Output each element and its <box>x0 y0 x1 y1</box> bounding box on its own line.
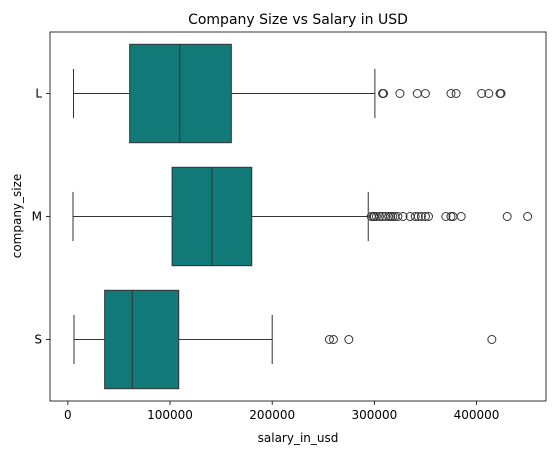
outlier-point <box>496 89 506 98</box>
outlier-point <box>393 212 403 221</box>
boxes-layer <box>72 43 533 390</box>
outlier-point <box>523 212 533 221</box>
x-tick-label: 100000 <box>147 408 193 422</box>
iqr-box <box>129 43 232 144</box>
x-tick-label: 200000 <box>249 408 295 422</box>
box-group-s <box>73 289 497 390</box>
axis-ticks: L M S 0 100000 200000 300000 400000 <box>32 87 500 423</box>
outlier-point <box>487 335 497 344</box>
outlier-point <box>477 89 487 98</box>
outlier-point <box>379 89 389 98</box>
x-tick-label: 400000 <box>454 408 500 422</box>
outlier-point <box>441 212 451 221</box>
outlier-point <box>502 212 512 221</box>
outlier-point <box>484 89 494 98</box>
x-tick-label: 0 <box>64 408 72 422</box>
outlier-point <box>371 212 381 221</box>
outlier-point <box>424 212 434 221</box>
outlier-point <box>395 89 405 98</box>
outlier-point <box>329 335 339 344</box>
box-group-m <box>72 166 533 267</box>
outlier-point <box>413 212 423 221</box>
outlier-point <box>446 212 456 221</box>
outlier-point <box>344 335 354 344</box>
outlier-point <box>381 212 391 221</box>
x-axis-label: salary_in_usd <box>258 431 339 445</box>
y-tick-label: M <box>32 210 42 224</box>
chart-title: Company Size vs Salary in USD <box>188 12 408 28</box>
y-tick-label: L <box>35 87 42 101</box>
iqr-box <box>104 289 180 390</box>
outlier-point <box>398 212 408 221</box>
outlier-point <box>412 89 422 98</box>
outlier-point <box>446 89 456 98</box>
outlier-point <box>416 212 426 221</box>
y-tick-label: S <box>34 333 42 347</box>
outlier-point <box>374 212 384 221</box>
box-group-l <box>72 43 506 144</box>
outlier-point <box>420 212 430 221</box>
y-axis-label: company_size <box>10 174 24 259</box>
outlier-point <box>410 212 420 221</box>
x-tick-label: 300000 <box>351 408 397 422</box>
outlier-point <box>324 335 334 344</box>
outlier-point <box>451 89 461 98</box>
outlier-point <box>420 89 430 98</box>
outlier-point <box>456 212 466 221</box>
